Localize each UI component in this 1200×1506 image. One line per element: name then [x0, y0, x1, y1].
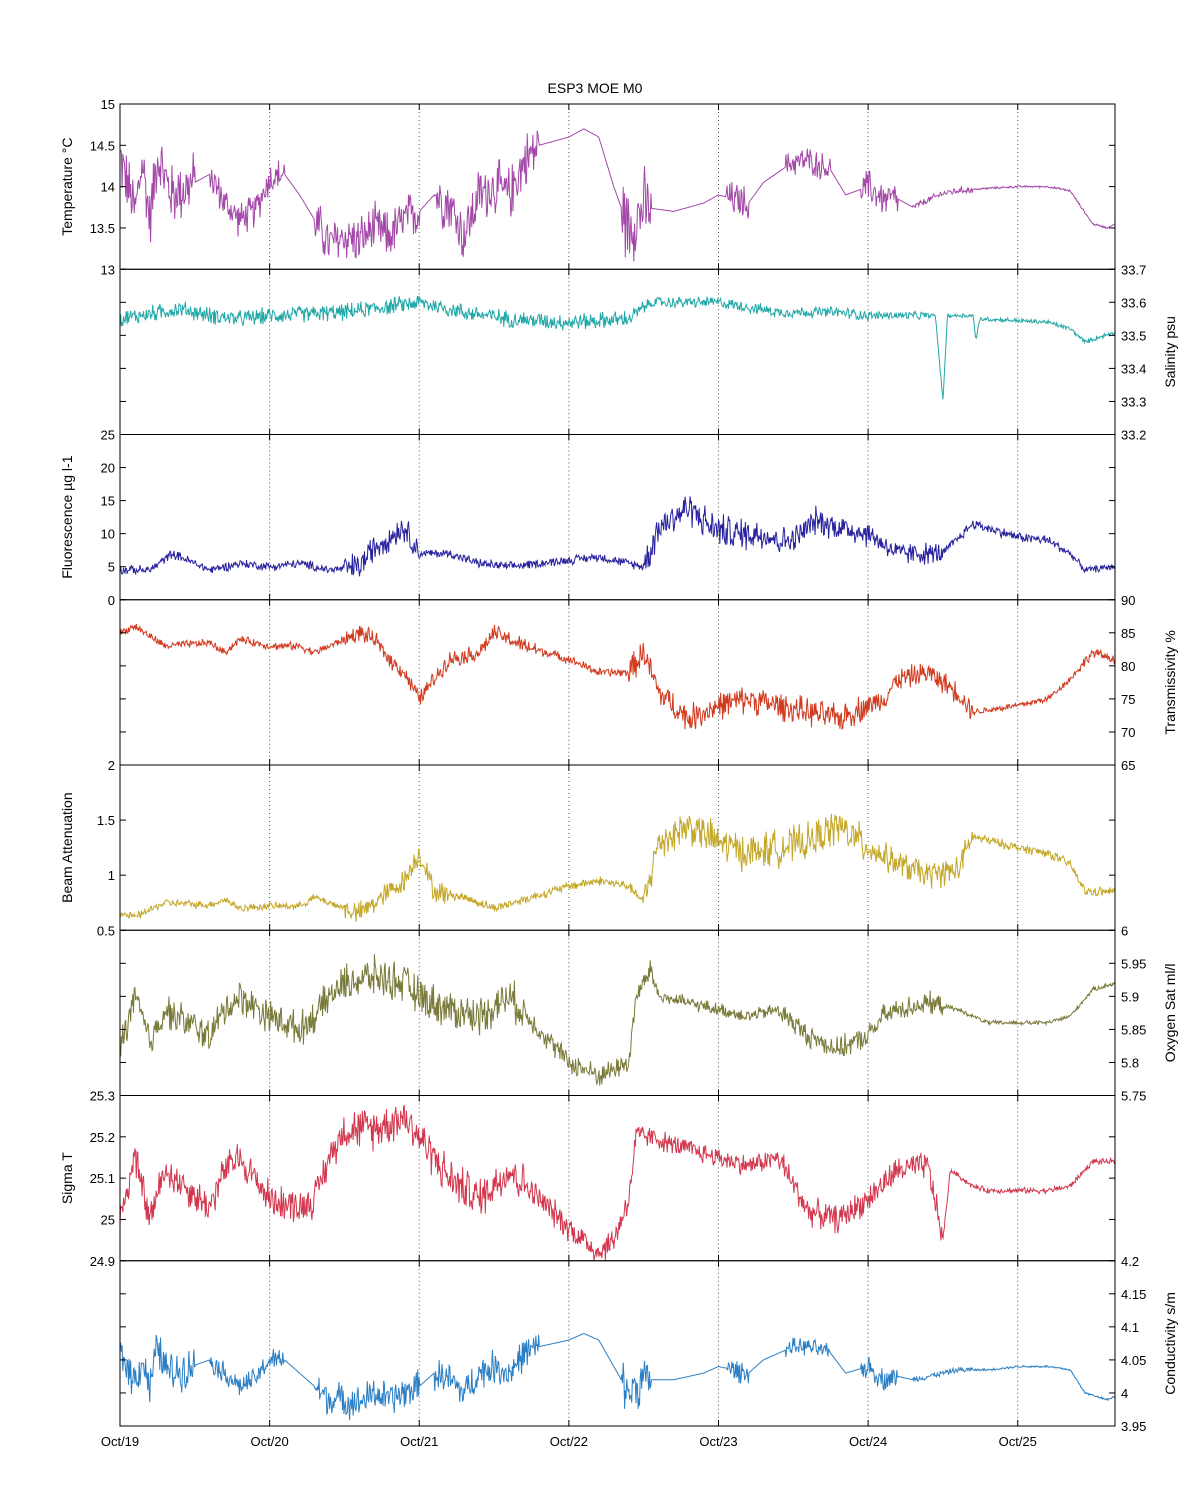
- y-tick-label: 33.4: [1121, 361, 1146, 376]
- x-tick-label: Oct/20: [250, 1434, 288, 1449]
- y-tick-label: 15: [101, 97, 115, 112]
- x-tick-label: Oct/22: [550, 1434, 588, 1449]
- series-line-conductivity: [119, 1333, 1116, 1421]
- y-tick-label: 1.5: [97, 813, 115, 828]
- series-line-sigmat: [119, 1104, 1116, 1261]
- panel-conductivity: 3.95 4 4.05 4.1 4.15 4.2 Conductivity s/m: [119, 1254, 1178, 1434]
- y-axis-label-fluorescence: Fluorescence µg l-1: [59, 455, 75, 578]
- series-line-temperature: [119, 128, 1116, 262]
- y-tick-label: 25.2: [90, 1130, 115, 1145]
- y-tick-label: 4.2: [1121, 1254, 1139, 1269]
- y-tick-label: 5.75: [1121, 1089, 1146, 1104]
- y-tick-label: 5.85: [1121, 1022, 1146, 1037]
- series-line-oxygen: [119, 954, 1116, 1086]
- y-tick-label: 25: [101, 1212, 115, 1227]
- y-tick-label: 33.7: [1121, 262, 1146, 277]
- x-tick-label: Oct/24: [849, 1434, 887, 1449]
- panel-salinity: 33.2 33.3 33.4 33.5 33.6 33.7 Salinity psu: [119, 262, 1178, 443]
- y-tick-label: 25.3: [90, 1089, 115, 1104]
- y-tick-label: 33.3: [1121, 394, 1146, 409]
- y-tick-label: 20: [101, 461, 115, 476]
- y-tick-label: 33.2: [1121, 428, 1146, 443]
- chart-title: ESP3 MOE M0: [548, 80, 643, 96]
- y-tick-label: 1: [108, 868, 115, 883]
- y-tick-label: 33.6: [1121, 295, 1146, 310]
- y-tick-label: 4.1: [1121, 1320, 1139, 1335]
- panel-beam: 0.5 1 1.5 2 Beam Attenuation: [59, 758, 1116, 938]
- y-tick-label: 25: [101, 428, 115, 443]
- y-tick-label: 90: [1121, 593, 1135, 608]
- series-line-fluorescence: [119, 496, 1116, 577]
- y-axis-label-oxygen: Oxygen Sat ml/l: [1162, 963, 1178, 1062]
- y-axis-label-sigmat: Sigma T: [59, 1152, 75, 1204]
- y-tick-label: 4.05: [1121, 1353, 1146, 1368]
- y-tick-label: 4.15: [1121, 1287, 1146, 1302]
- y-tick-label: 33.5: [1121, 328, 1146, 343]
- y-tick-label: 0.5: [97, 923, 115, 938]
- y-tick-label: 3.95: [1121, 1419, 1146, 1434]
- y-tick-label: 75: [1121, 692, 1135, 707]
- y-axis-label-conductivity: Conductivity s/m: [1162, 1292, 1178, 1395]
- y-tick-label: 14: [101, 180, 115, 195]
- y-tick-label: 5.8: [1121, 1055, 1139, 1070]
- y-tick-label: 65: [1121, 758, 1135, 773]
- x-tick-label: Oct/21: [400, 1434, 438, 1449]
- x-tick-label: Oct/23: [699, 1434, 737, 1449]
- y-axis-label-salinity: Salinity psu: [1162, 316, 1178, 388]
- series-line-salinity: [119, 295, 1116, 400]
- y-axis-label-temperature: Temperature °C: [59, 138, 75, 236]
- panel-fluorescence: 0 5 10 15 20 25 Fluorescence µg l-1: [59, 428, 1116, 608]
- y-tick-label: 15: [101, 494, 115, 509]
- series-line-transmissivity: [119, 623, 1116, 730]
- y-tick-label: 5: [108, 560, 115, 575]
- y-tick-label: 13.5: [90, 221, 115, 236]
- y-tick-label: 2: [108, 758, 115, 773]
- y-tick-label: 4: [1121, 1386, 1128, 1401]
- panel-frame: [119, 1260, 1116, 1427]
- y-tick-label: 85: [1121, 626, 1135, 641]
- y-axis-label-beam: Beam Attenuation: [59, 792, 75, 903]
- y-tick-label: 25.1: [90, 1171, 115, 1186]
- x-tick-label: Oct/25: [999, 1434, 1037, 1449]
- y-tick-label: 5.95: [1121, 956, 1146, 971]
- y-tick-label: 24.9: [90, 1254, 115, 1269]
- x-tick-label: Oct/19: [101, 1434, 139, 1449]
- y-tick-label: 5.9: [1121, 989, 1139, 1004]
- y-tick-label: 13: [101, 262, 115, 277]
- y-tick-label: 14.5: [90, 138, 115, 153]
- y-tick-label: 80: [1121, 659, 1135, 674]
- y-axis-label-transmissivity: Transmissivity %: [1162, 630, 1178, 735]
- y-tick-label: 70: [1121, 725, 1135, 740]
- y-tick-label: 6: [1121, 923, 1128, 938]
- series-line-beam: [119, 813, 1116, 922]
- y-tick-label: 10: [101, 527, 115, 542]
- y-tick-label: 0: [108, 593, 115, 608]
